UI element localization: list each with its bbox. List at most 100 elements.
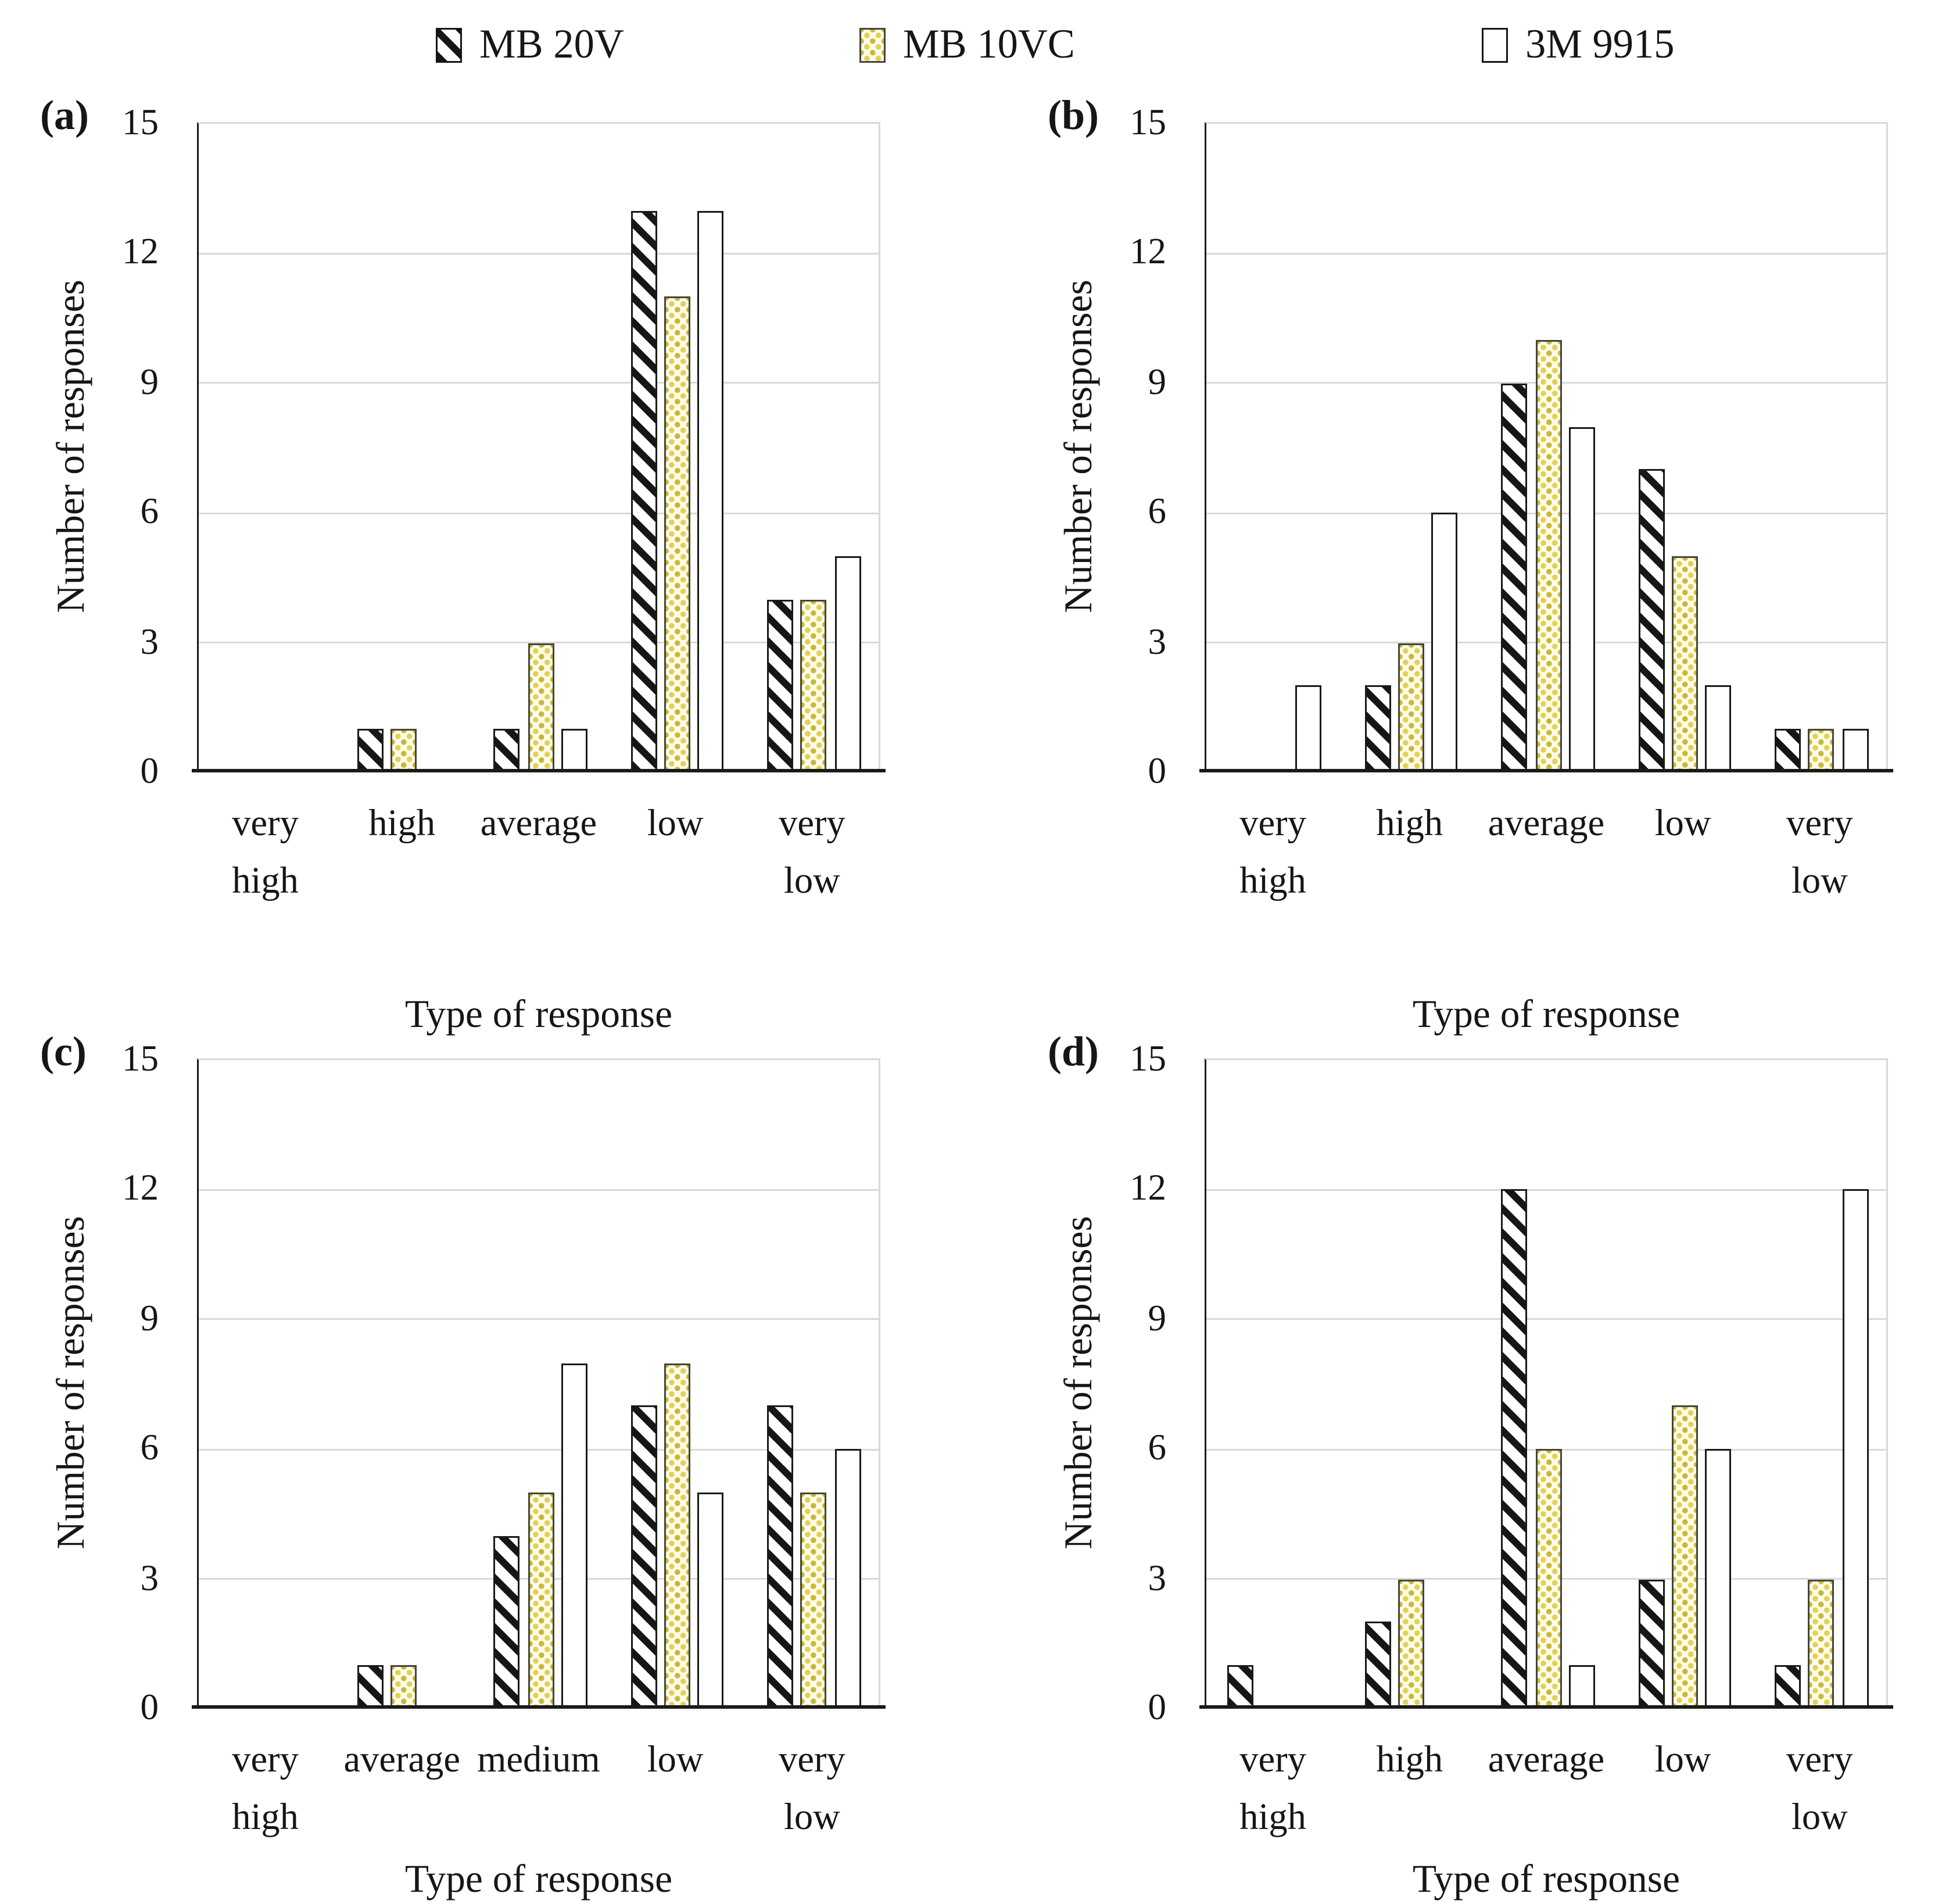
bar-mb-10vc-low bbox=[1671, 556, 1698, 772]
category-label-low: low bbox=[1654, 802, 1711, 844]
category-label-average: average bbox=[480, 802, 597, 844]
gridline-6 bbox=[199, 512, 879, 514]
bar-mb-20v-high bbox=[1364, 686, 1391, 772]
x-axis-title-b: Type of response bbox=[1412, 992, 1681, 1036]
bar-mb-20v-very-low bbox=[767, 1406, 793, 1709]
category-label-very-low: very low bbox=[779, 802, 845, 901]
panel-label-a: (a) bbox=[40, 94, 89, 139]
bar-3m-9915-average bbox=[561, 729, 587, 772]
dot-pattern-swatch-icon bbox=[859, 28, 886, 63]
y-tick-label-b: 15 bbox=[1130, 101, 1166, 143]
y-tick-label-c: 15 bbox=[122, 1037, 159, 1079]
bar-mb-10vc-very-low bbox=[1808, 729, 1834, 772]
category-label-average: average bbox=[1488, 802, 1605, 844]
y-tick-label-d: 12 bbox=[1130, 1167, 1166, 1209]
bar-mb-20v-very-low bbox=[1775, 1665, 1801, 1709]
category-label-very-high: very high bbox=[232, 1738, 299, 1838]
category-label-average: average bbox=[343, 1738, 460, 1780]
y-tick-label-d: 3 bbox=[1148, 1556, 1167, 1598]
bar-3m-9915-low bbox=[697, 1493, 724, 1709]
bar-mb-10vc-average bbox=[1535, 1449, 1561, 1709]
y-tick-label-b: 9 bbox=[1148, 360, 1167, 403]
gridline-9 bbox=[199, 382, 879, 384]
panel-label-b: (b) bbox=[1048, 94, 1099, 139]
y-axis-title-b: Number of responses bbox=[1056, 280, 1100, 613]
white-pattern-swatch-icon bbox=[1482, 28, 1508, 63]
gridline-9 bbox=[1206, 1318, 1886, 1320]
category-label-low: low bbox=[647, 1738, 704, 1780]
category-label-low: low bbox=[1654, 1738, 1711, 1780]
bar-mb-20v-low bbox=[1638, 1579, 1664, 1709]
x-axis-line-a bbox=[192, 769, 886, 774]
bar-mb-10vc-average bbox=[390, 1665, 417, 1709]
x-axis-title-a: Type of response bbox=[404, 992, 673, 1036]
plot-area-b bbox=[1205, 122, 1888, 772]
bar-mb-10vc-high bbox=[390, 729, 417, 772]
bar-mb-10vc-average bbox=[1535, 340, 1561, 772]
y-tick-label-c: 3 bbox=[140, 1556, 159, 1598]
y-tick-label-c: 0 bbox=[140, 1686, 159, 1728]
bar-3m-9915-very-high bbox=[1295, 686, 1321, 772]
y-tick-label-a: 6 bbox=[140, 490, 159, 532]
bar-3m-9915-medium bbox=[561, 1362, 587, 1709]
category-label-high: high bbox=[1376, 802, 1443, 844]
y-tick-label-b: 3 bbox=[1148, 620, 1167, 662]
category-label-high: high bbox=[368, 802, 436, 844]
bar-mb-20v-low bbox=[630, 210, 657, 772]
bar-mb-20v-average bbox=[493, 729, 520, 772]
bar-mb-20v-high bbox=[357, 729, 384, 772]
bar-mb-20v-low bbox=[1638, 470, 1664, 772]
y-tick-label-b: 6 bbox=[1148, 490, 1167, 532]
bar-3m-9915-low bbox=[1705, 1449, 1732, 1709]
bar-mb-20v-very-low bbox=[767, 599, 793, 772]
bar-mb-20v-average bbox=[1501, 1190, 1528, 1709]
bar-mb-10vc-high bbox=[1398, 642, 1425, 772]
bar-3m-9915-high bbox=[1432, 513, 1459, 772]
gridline-12 bbox=[199, 252, 879, 255]
y-tick-label-a: 0 bbox=[140, 750, 159, 792]
y-axis-title-c: Number of responses bbox=[49, 1216, 92, 1549]
y-tick-label-d: 0 bbox=[1148, 1686, 1167, 1728]
bar-mb-10vc-very-low bbox=[800, 1493, 827, 1709]
y-tick-label-b: 12 bbox=[1130, 231, 1166, 273]
category-label-medium: medium bbox=[477, 1738, 600, 1780]
stripe-pattern-swatch-icon bbox=[436, 28, 462, 63]
x-axis-title-c: Type of response bbox=[404, 1857, 673, 1901]
y-axis-title-d: Number of responses bbox=[1056, 1216, 1100, 1549]
bar-mb-20v-medium bbox=[493, 1536, 520, 1709]
bar-3m-9915-average bbox=[1568, 1665, 1595, 1709]
y-tick-label-a: 3 bbox=[140, 620, 159, 662]
legend-label: MB 20V bbox=[479, 23, 624, 68]
bar-mb-20v-very-high bbox=[1228, 1665, 1255, 1709]
bar-mb-10vc-low bbox=[1671, 1406, 1698, 1709]
chart-legend: MB 20V MB 10VC 3M 9915 bbox=[0, 0, 1942, 91]
legend-item-3m-9915: 3M 9915 bbox=[1482, 21, 1675, 70]
panel-label-c: (c) bbox=[40, 1030, 87, 1076]
gridline-6 bbox=[199, 1448, 879, 1451]
y-tick-label-c: 6 bbox=[140, 1426, 159, 1469]
y-tick-label-c: 9 bbox=[140, 1297, 159, 1339]
gridline-12 bbox=[1206, 252, 1886, 255]
plot-area-a bbox=[197, 122, 880, 772]
x-axis-line-d bbox=[1199, 1705, 1893, 1710]
legend-item-mb-10vc: MB 10VC bbox=[859, 21, 1075, 70]
x-axis-line-c bbox=[192, 1705, 886, 1710]
bar-mb-10vc-very-low bbox=[800, 599, 827, 772]
y-tick-label-d: 6 bbox=[1148, 1426, 1167, 1469]
panel-label-d: (d) bbox=[1048, 1030, 1099, 1076]
bar-3m-9915-very-low bbox=[834, 1449, 861, 1709]
bar-mb-10vc-very-low bbox=[1808, 1579, 1834, 1709]
gridline-9 bbox=[199, 1318, 879, 1320]
bar-mb-20v-average bbox=[357, 1665, 384, 1709]
bar-mb-20v-very-low bbox=[1775, 729, 1801, 772]
x-axis-line-b bbox=[1199, 769, 1893, 774]
category-label-average: average bbox=[1488, 1738, 1605, 1780]
bar-3m-9915-very-low bbox=[834, 556, 861, 772]
bar-3m-9915-low bbox=[1705, 686, 1732, 772]
bar-3m-9915-average bbox=[1568, 426, 1595, 772]
y-tick-label-b: 0 bbox=[1148, 750, 1167, 792]
legend-item-mb-20v: MB 20V bbox=[436, 21, 624, 70]
bar-mb-10vc-low bbox=[664, 1362, 690, 1709]
legend-label: 3M 9915 bbox=[1525, 23, 1675, 68]
y-tick-label-d: 15 bbox=[1130, 1037, 1166, 1079]
